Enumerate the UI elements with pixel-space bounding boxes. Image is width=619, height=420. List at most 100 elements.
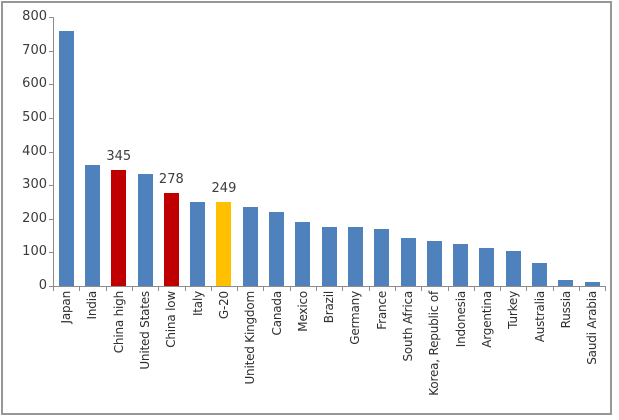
x-axis-label-text: Saudi Arabia [585, 291, 600, 365]
bar-italy [190, 201, 206, 286]
x-axis-label-united-states: United States [132, 291, 158, 411]
bar-china-low [163, 192, 179, 286]
y-tick-label-500: 500 [22, 109, 47, 125]
bar-saudi-arabia [584, 282, 600, 286]
bar-united-kingdom [242, 206, 258, 286]
x-tick-1 [79, 287, 81, 291]
y-tick-800 [49, 17, 54, 18]
bar-mexico [295, 221, 311, 286]
y-tick-300 [49, 185, 54, 187]
x-tick-15 [447, 287, 449, 291]
x-axis-label-china-high: China high [106, 291, 132, 411]
x-axis-label-text: Indonesia [453, 291, 468, 348]
y-tick-label-800: 800 [22, 9, 47, 24]
x-axis-label-text: Canada [269, 291, 284, 336]
x-axis-label-text: Germany [348, 291, 363, 345]
y-tick-label-100: 100 [22, 244, 47, 260]
bar-value-label-g-20: 249 [211, 181, 237, 197]
x-axis-label-argentina: Argentina [474, 291, 500, 411]
x-axis-label-korea-republic-of: Korea, Republic of [421, 291, 447, 411]
bar-value-label-china-high: 345 [106, 148, 132, 164]
bar-canada [269, 211, 285, 286]
bar-g-20 [216, 202, 232, 286]
bar-brazil [321, 226, 337, 286]
bar-russia [558, 279, 574, 286]
bar-france [374, 228, 390, 286]
x-axis-label-text: United Kingdom [243, 291, 258, 385]
x-axis [53, 286, 606, 287]
bar-korea-republic-of [426, 241, 442, 286]
x-axis-label-text: India [85, 291, 100, 320]
x-axis-label-text: Turkey [506, 291, 521, 329]
y-tick-200 [49, 218, 54, 220]
bar-japan [58, 31, 74, 286]
x-tick-6 [210, 287, 212, 291]
x-tick-0 [53, 287, 54, 291]
x-axis-label-france: France [369, 291, 395, 411]
x-tick-10 [316, 287, 317, 291]
x-axis-label-text: United States [138, 291, 153, 370]
x-tick-14 [421, 287, 423, 291]
bar-indonesia [453, 244, 469, 286]
y-tick-label-300: 300 [22, 177, 47, 193]
x-tick-7 [237, 287, 239, 291]
x-axis-label-germany: Germany [342, 291, 368, 411]
x-tick-19 [552, 287, 554, 291]
x-axis-label-text: Italy [190, 291, 205, 317]
x-axis-label-text: Argentina [479, 291, 494, 348]
y-tick-500 [49, 117, 54, 119]
x-tick-13 [394, 287, 396, 291]
y-tick-label-700: 700 [22, 42, 47, 58]
y-tick-400 [49, 151, 54, 153]
x-axis-label-australia: Australia [526, 291, 552, 411]
x-axis-label-text: Korea, Republic of [427, 291, 442, 396]
bar-turkey [505, 251, 521, 286]
x-axis-label-turkey: Turkey [500, 291, 526, 411]
x-axis-label-brazil: Brazil [316, 291, 342, 411]
x-tick-16 [473, 287, 475, 291]
x-axis-label-text: France [374, 291, 389, 330]
x-axis-label-italy: Italy [185, 291, 211, 411]
x-tick-20 [579, 287, 580, 291]
plot-area: 0 100 200 300 400 500 600 700 800 345 278 249 Japa… [3, 3, 610, 413]
x-axis-label-saudi-arabia: Saudi Arabia [579, 291, 605, 411]
bar-south-africa [400, 237, 416, 286]
x-axis-label-south-africa: South Africa [395, 291, 421, 411]
x-tick-5 [184, 287, 186, 291]
x-axis-label-text: China low [164, 291, 179, 348]
x-axis-label-japan: Japan [53, 291, 79, 411]
x-axis-label-text: Brazil [322, 291, 337, 324]
y-tick-700 [49, 50, 54, 52]
bar-china-high [111, 169, 127, 286]
x-axis-label-russia: Russia [553, 291, 579, 411]
x-axis-label-mexico: Mexico [290, 291, 316, 411]
x-axis-label-united-kingdom: United Kingdom [237, 291, 263, 411]
x-tick-8 [263, 287, 265, 291]
y-tick-label-400: 400 [22, 143, 47, 159]
x-tick-2 [105, 287, 107, 291]
y-tick-600 [49, 84, 54, 86]
y-tick-label-0: 0 [38, 278, 47, 293]
bar-united-states [137, 174, 153, 286]
chart-frame: 0 100 200 300 400 500 600 700 800 345 278 249 Japa… [1, 1, 612, 415]
y-tick-0 [49, 286, 54, 287]
x-axis-label-text: South Africa [401, 291, 416, 362]
bar-australia [532, 262, 548, 286]
x-tick-4 [158, 287, 160, 291]
x-axis-label-china-low: China low [158, 291, 184, 411]
x-axis-label-text: Russia [558, 291, 573, 329]
x-tick-11 [342, 287, 344, 291]
x-axis-label-indonesia: Indonesia [448, 291, 474, 411]
bar-value-label-china-low: 278 [158, 171, 184, 187]
x-tick-9 [289, 287, 291, 291]
x-axis-label-g-20: G-20 [211, 291, 237, 411]
bar-germany [347, 227, 363, 286]
bar-argentina [479, 248, 495, 286]
x-axis-label-text: Australia [532, 291, 547, 343]
x-axis-label-text: China high [111, 291, 126, 354]
x-tick-12 [368, 287, 370, 291]
y-tick-label-600: 600 [22, 76, 47, 92]
x-tick-18 [526, 287, 528, 291]
x-axis-label-text: G-20 [216, 291, 231, 320]
x-tick-17 [500, 287, 502, 291]
